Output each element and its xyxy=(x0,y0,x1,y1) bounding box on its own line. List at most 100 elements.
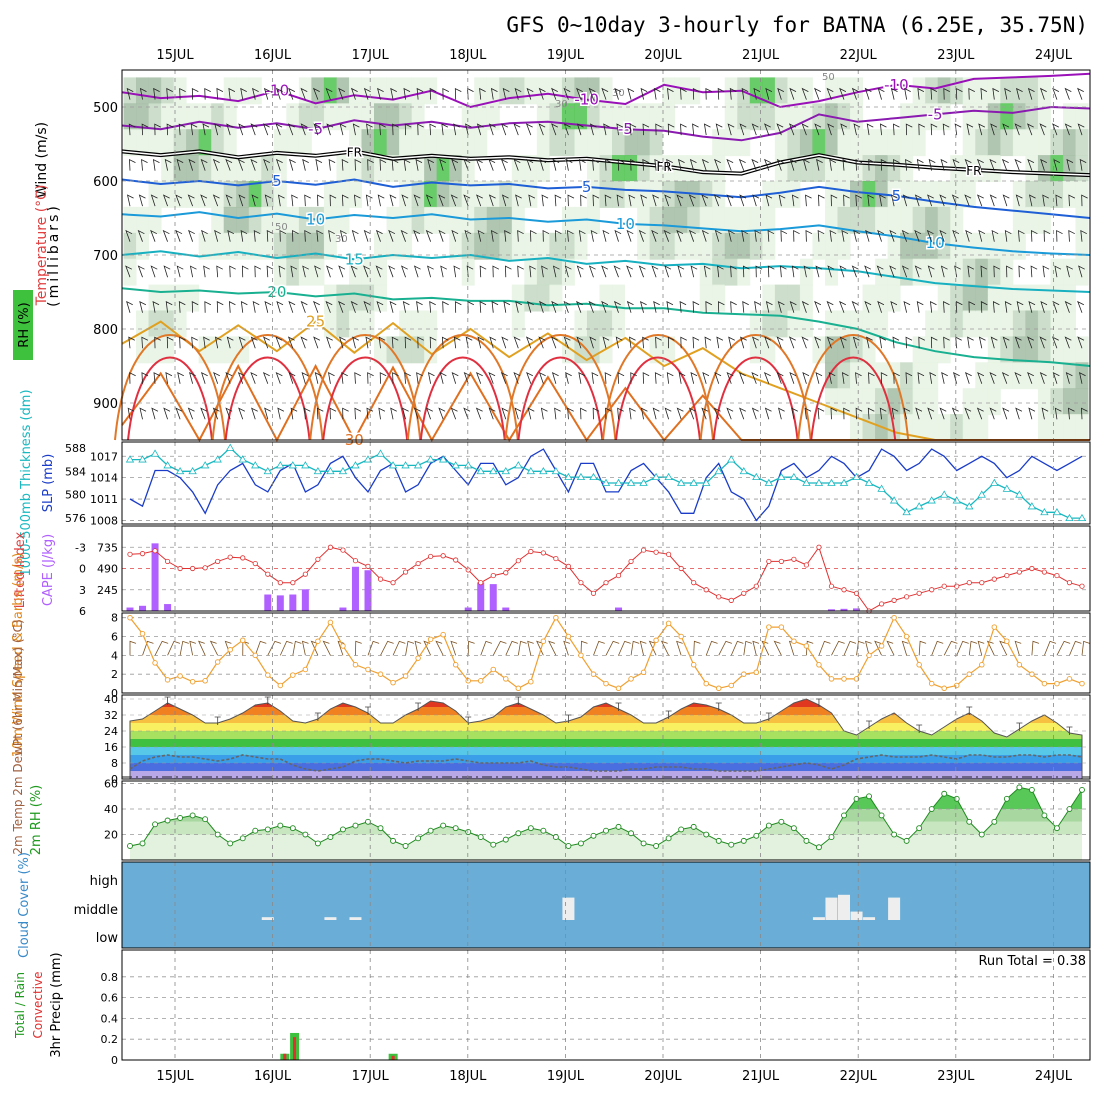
rh-marker xyxy=(214,831,221,838)
wind-barb xyxy=(190,123,198,136)
wind-barb xyxy=(237,371,245,384)
wind-barb-10m xyxy=(931,640,944,656)
wind-barb xyxy=(627,87,635,100)
wind-barb xyxy=(541,194,549,207)
wind-barb xyxy=(752,194,760,207)
rh-marker xyxy=(402,843,409,849)
rh-shade-cell xyxy=(261,232,275,260)
panel-frame xyxy=(121,780,1091,861)
wind-barb xyxy=(188,158,196,171)
wind-barb xyxy=(814,87,821,100)
date-label-bottom: 16JUL xyxy=(254,1069,292,1084)
rh-shade-cell xyxy=(248,206,262,234)
rh-shade-cell xyxy=(649,129,663,157)
wind-barb xyxy=(179,336,186,349)
lifted-index-marker xyxy=(691,580,697,586)
wind-barb xyxy=(803,265,811,278)
precip-convective-bar xyxy=(391,1055,395,1060)
rh-shade-cell xyxy=(136,103,150,131)
wind-barb xyxy=(200,407,208,420)
rh-shade-cell xyxy=(900,181,914,208)
rh-shade-cell xyxy=(612,284,626,312)
rh-shade-cell xyxy=(950,414,964,441)
rh-shade-cell xyxy=(812,336,826,364)
wind-barb xyxy=(290,265,298,278)
lifted-index-marker xyxy=(290,580,296,586)
rh-shade-cell xyxy=(374,129,388,157)
thickness-marker xyxy=(990,478,999,486)
wind-barb xyxy=(918,336,925,349)
wind-barb xyxy=(391,336,399,349)
wind-barb xyxy=(227,229,235,242)
thickness-marker xyxy=(238,455,247,463)
wind-barb xyxy=(365,336,373,349)
wind-barb xyxy=(578,229,586,242)
thickness-marker xyxy=(251,461,260,469)
rh-shade-cell xyxy=(612,181,626,208)
wind-barb xyxy=(342,407,349,420)
wind-barb xyxy=(563,123,571,136)
rh-shade-cell xyxy=(612,129,626,157)
wind-barb xyxy=(893,372,900,384)
wind-barb xyxy=(601,300,609,313)
wind-barb xyxy=(690,265,698,278)
isotherm-line xyxy=(121,287,1091,367)
wind-barb xyxy=(716,336,724,349)
wind-barb xyxy=(1015,194,1023,207)
wind-barb xyxy=(814,300,822,313)
rh-marker xyxy=(227,840,234,847)
thickness-tick-label: 588 xyxy=(65,442,86,455)
rh-shade-cell xyxy=(474,129,488,157)
thickness-marker xyxy=(363,455,373,463)
temp-minmax-bar xyxy=(1016,722,1023,731)
wind-barb xyxy=(1002,336,1010,349)
wind-barb xyxy=(475,158,483,171)
wind-barb xyxy=(714,158,721,171)
isotherm-dome xyxy=(615,356,701,441)
lifted-index-marker xyxy=(1029,565,1035,572)
thickness-marker xyxy=(476,466,485,475)
rh-shade-cell xyxy=(875,206,889,234)
rh-shade-cell xyxy=(699,284,713,312)
lifted-index-marker xyxy=(565,563,572,569)
wind-barb xyxy=(542,230,550,242)
rh-shade-cell xyxy=(399,336,413,364)
rh-shade-cell xyxy=(248,77,262,105)
rh-shade-cell xyxy=(223,232,237,260)
wind-barb-10m xyxy=(527,640,534,656)
rh-shade-cell xyxy=(649,206,663,234)
rh-shade-cell xyxy=(536,103,550,131)
wind-barb xyxy=(137,265,145,278)
wind-barb xyxy=(713,407,721,420)
wind-barb xyxy=(479,301,487,313)
rh-shade-cell xyxy=(511,77,525,105)
wind-barb xyxy=(163,265,171,278)
rh-shade-cell xyxy=(411,310,425,338)
wind-barb xyxy=(451,158,459,171)
rh-shade-cell xyxy=(549,258,563,286)
panel-frame xyxy=(121,949,1091,1061)
temp-minmax-bar xyxy=(665,710,672,719)
wind-barb xyxy=(189,265,197,278)
wind-barb xyxy=(940,158,948,171)
wind-barb xyxy=(264,407,271,420)
rh-shade-cell xyxy=(937,284,951,312)
cloud-middle-bar xyxy=(850,911,863,920)
slp-ylabel: SLP (mb) xyxy=(41,454,56,513)
wind-barb xyxy=(1068,407,1075,420)
wind-barb xyxy=(830,194,838,207)
thickness-marker xyxy=(601,478,611,486)
rh-marker xyxy=(991,818,998,825)
wind-barb xyxy=(879,336,887,349)
wind-barb xyxy=(602,336,610,349)
wind-barb-10m xyxy=(179,640,189,656)
rh-shade-cell xyxy=(774,155,788,182)
wind-barb xyxy=(753,87,761,100)
rh-shade-cell xyxy=(612,103,626,131)
wind-barb xyxy=(526,158,534,171)
wind-barb xyxy=(527,300,534,313)
isotherm-label: 10 xyxy=(926,234,945,252)
rh-marker xyxy=(841,812,847,819)
wind-barb xyxy=(592,407,600,420)
rh-shade-cell xyxy=(549,232,563,260)
